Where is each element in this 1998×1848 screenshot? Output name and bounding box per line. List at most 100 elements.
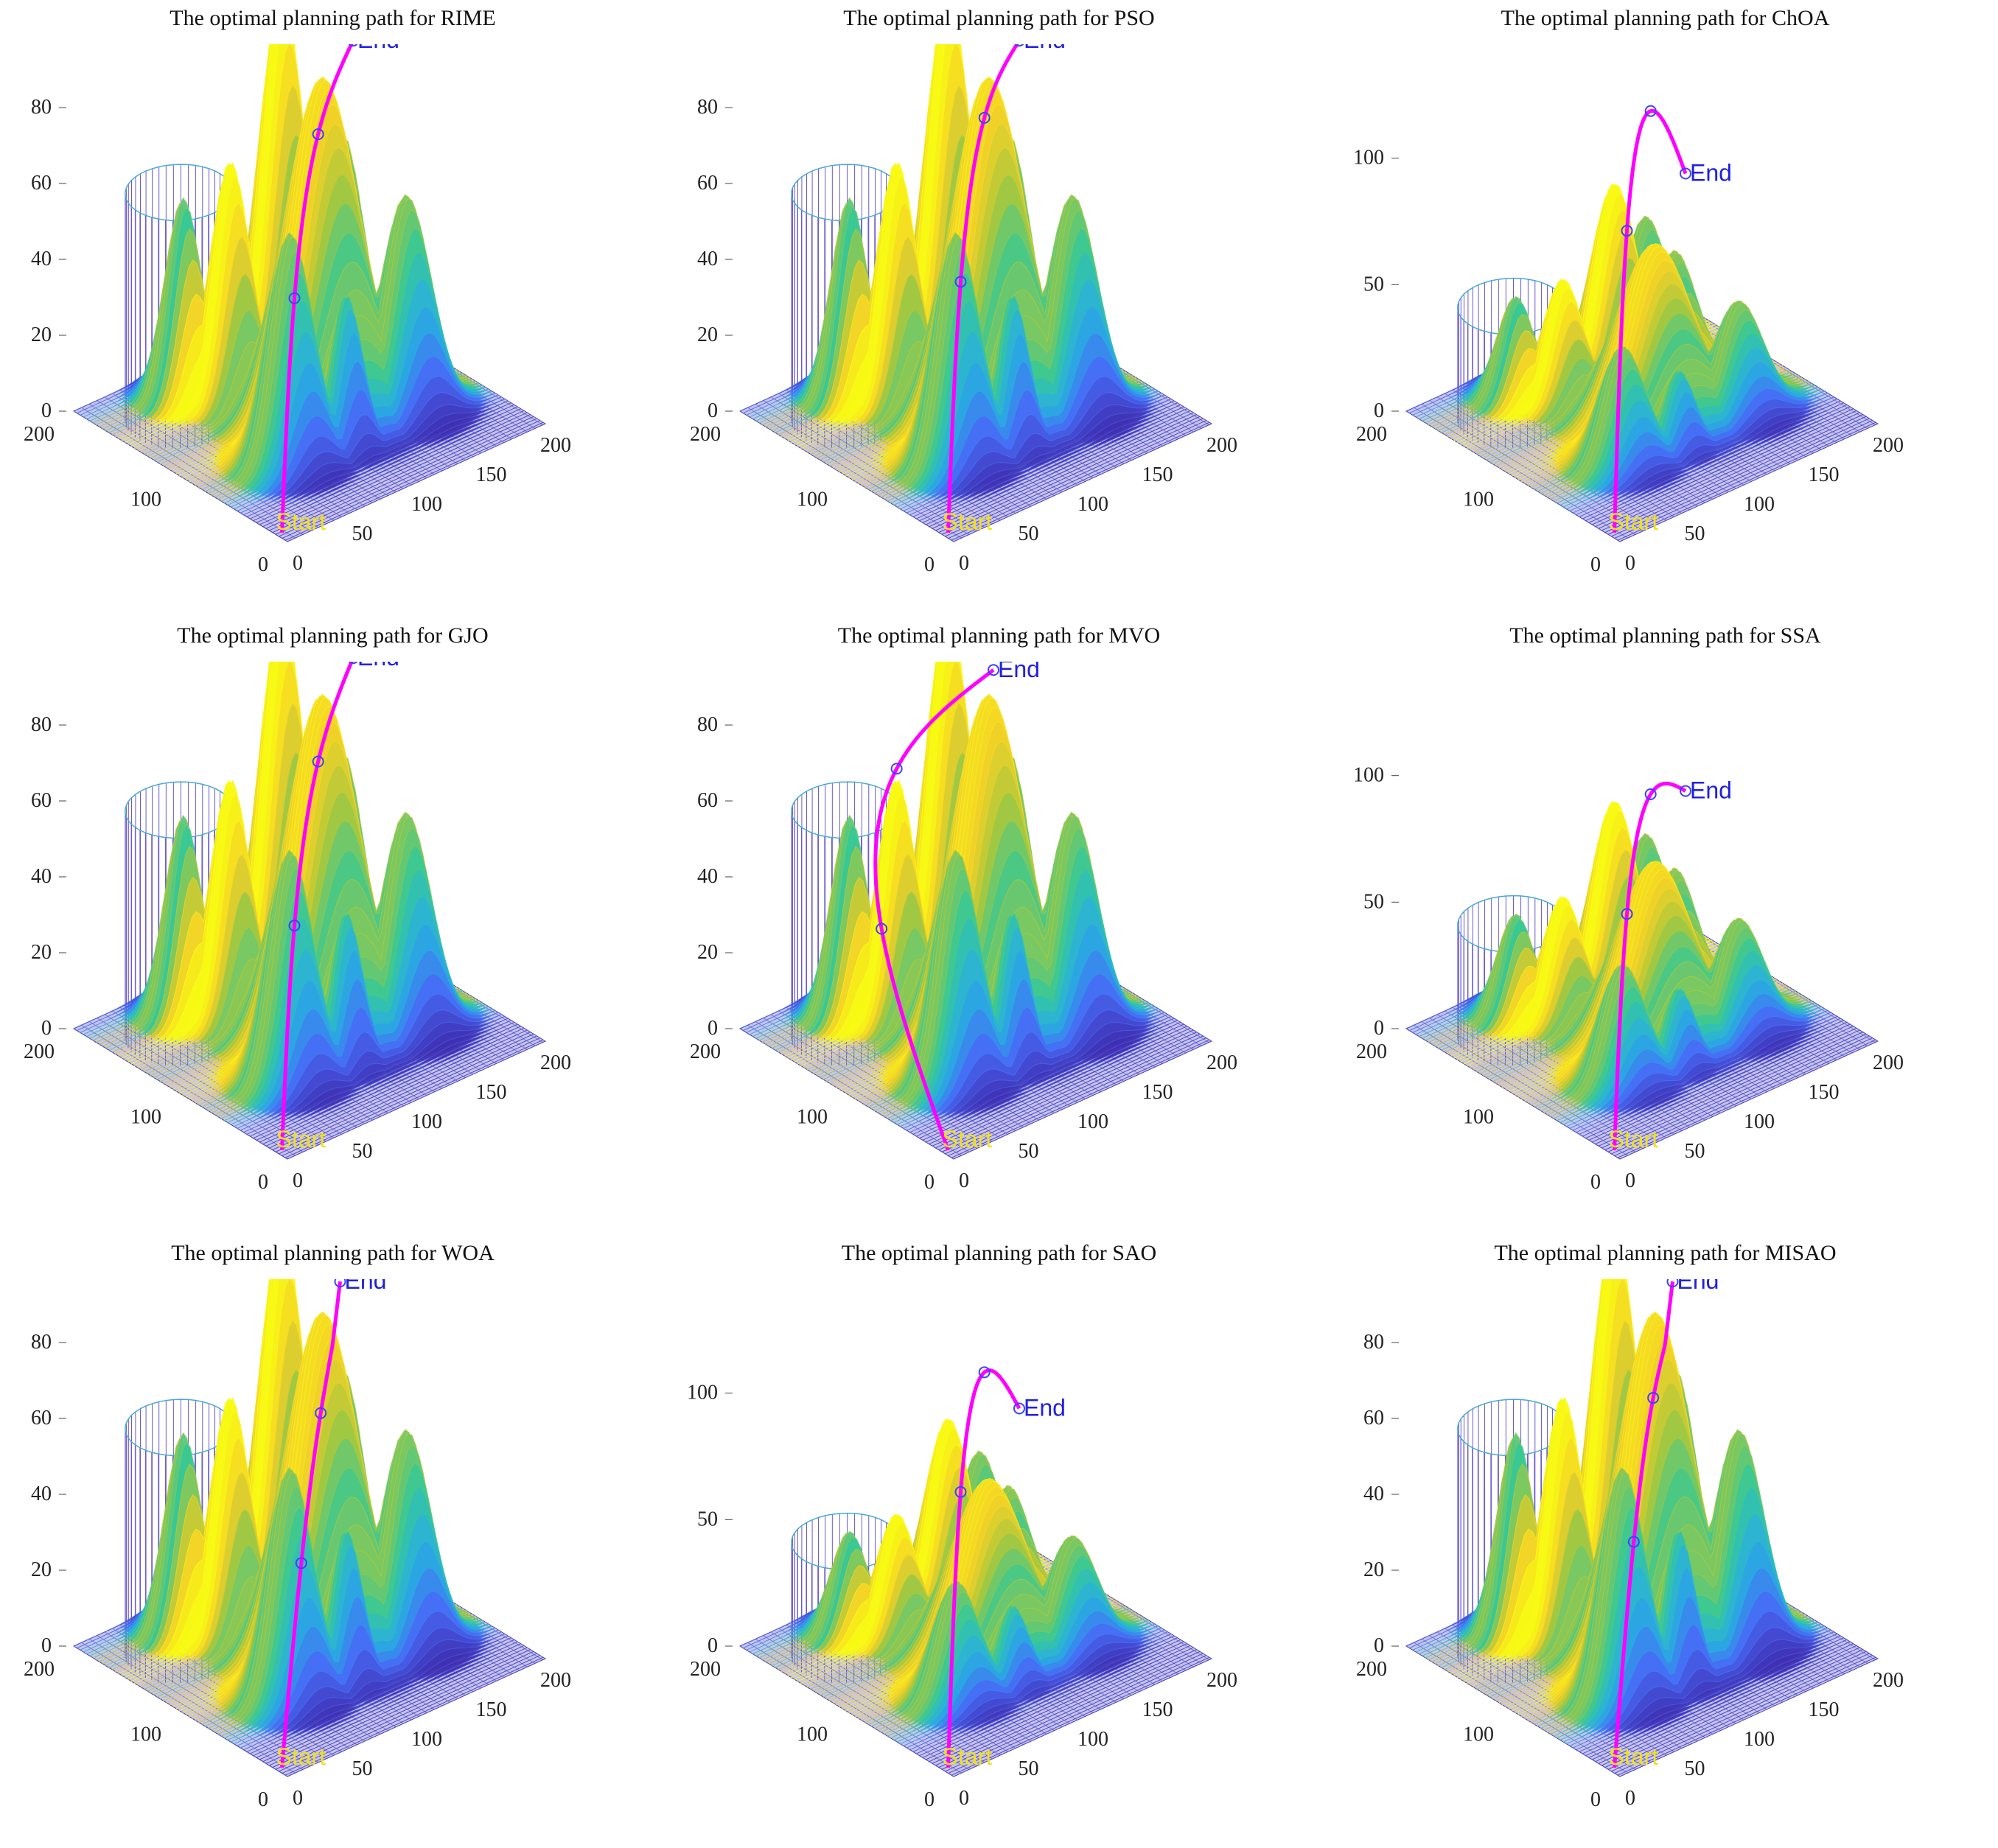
chart-title: The optimal planning path for SAO [841, 1241, 1157, 1265]
x-tick-label: 50 [1685, 1140, 1705, 1163]
z-tick-label: 60 [31, 1407, 52, 1429]
y-tick-label: 0 [258, 1788, 268, 1811]
surface-plot: StartEnd0501001500501001502000100200 [687, 1366, 1237, 1811]
chart-panel: The optimal planning path for MISAO Start… [1332, 1235, 1998, 1848]
path-line [1613, 108, 1688, 533]
axes: 0204060801000501001502000100200 [690, 713, 1237, 1194]
path-line [1613, 781, 1687, 1151]
x-tick-label: 100 [1077, 1728, 1108, 1751]
y-tick-label: 200 [690, 1040, 721, 1063]
planned-path: Start End [943, 1366, 1066, 1770]
planned-path: Start End [276, 44, 399, 535]
chart-title: The optimal planning path for PSO [843, 6, 1155, 30]
waypoint-marker [288, 920, 301, 932]
axes: 0501001500501001502000100200 [1353, 764, 1904, 1194]
x-tick-label: 200 [1206, 434, 1237, 457]
y-tick-label: 0 [924, 553, 935, 576]
chart-title: The optimal planning path for RIME [170, 6, 496, 30]
x-tick-label: 100 [1744, 493, 1775, 516]
z-tick-label: 0 [1374, 399, 1384, 422]
z-tick-label: 20 [31, 1558, 52, 1581]
x-tick-label: 200 [1873, 1051, 1904, 1074]
x-tick-label: 0 [1625, 552, 1635, 575]
x-tick-label: 50 [352, 1140, 373, 1163]
x-tick-label: 50 [1685, 1757, 1705, 1780]
y-tick-label: 100 [1463, 489, 1494, 511]
x-tick-label: 150 [1809, 1698, 1840, 1721]
surface-plot: StartEnd0204060801000501001502000100200 [24, 662, 571, 1194]
planned-path: Start End [1609, 105, 1732, 535]
x-tick-label: 50 [1019, 522, 1039, 545]
terrain-surface [1405, 183, 1876, 541]
planned-path: Start End [943, 44, 1066, 535]
x-tick-label: 150 [1142, 1081, 1173, 1104]
surface-plot: StartEnd0204060801000501001502000100200 [1356, 1279, 1904, 1811]
waypoint-marker [288, 292, 301, 304]
end-label: End [1690, 777, 1732, 803]
waypoint-marker [1013, 1402, 1025, 1415]
end-label: End [1024, 44, 1066, 53]
terrain-surface [739, 1418, 1210, 1776]
x-tick-label: 100 [1077, 493, 1108, 516]
y-tick-label: 0 [258, 1171, 268, 1194]
path-line [946, 44, 1019, 533]
z-tick-label: 20 [697, 941, 718, 964]
waypoint-marker [954, 276, 967, 288]
x-tick-label: 200 [1873, 434, 1904, 457]
waypoint-marker [1666, 1279, 1679, 1288]
z-tick-label: 60 [697, 789, 718, 812]
waypoint-marker [1647, 1392, 1660, 1404]
path-line [280, 662, 354, 1151]
chart-panel: The optimal planning path for WOA Start En… [0, 1235, 666, 1848]
y-tick-label: 100 [130, 1106, 161, 1129]
axes: 0204060801000501001502000100200 [1356, 1331, 1904, 1811]
z-tick-label: 100 [687, 1382, 718, 1404]
z-tick-label: 80 [1363, 1331, 1384, 1354]
start-label: Start [276, 1126, 326, 1152]
z-tick-label: 0 [41, 1017, 52, 1040]
end-label: End [345, 1279, 387, 1294]
chart-panel: The optimal planning path for PSO Start En… [666, 0, 1332, 613]
x-tick-label: 100 [1744, 1728, 1775, 1751]
x-tick-label: 50 [1685, 522, 1705, 545]
chart-title: The optimal planning path for GJO [177, 623, 489, 648]
x-tick-label: 200 [540, 1051, 571, 1074]
z-tick-label: 80 [31, 713, 52, 736]
axes: 0204060801000501001502000100200 [24, 96, 571, 576]
x-tick-label: 150 [476, 1081, 507, 1104]
chart-title: The optimal planning path for WOA [171, 1241, 495, 1265]
waypoint-marker [315, 1407, 327, 1419]
z-tick-label: 80 [31, 96, 52, 119]
y-tick-label: 0 [924, 1788, 935, 1811]
chart-panel: The optimal planning path for SSA Start En… [1332, 617, 1998, 1231]
z-tick-label: 0 [1374, 1017, 1384, 1040]
waypoint-marker [1644, 788, 1657, 800]
start-label: Start [276, 1743, 326, 1770]
y-tick-label: 100 [797, 1723, 828, 1746]
z-tick-label: 20 [1363, 1558, 1384, 1581]
x-tick-label: 150 [1142, 463, 1173, 486]
start-label: Start [943, 1743, 993, 1770]
axes: 0204060801000501001502000100200 [690, 96, 1237, 576]
x-tick-label: 0 [959, 1787, 969, 1810]
start-label: Start [276, 508, 326, 535]
waypoint-marker [1644, 105, 1657, 117]
z-tick-label: 0 [708, 399, 718, 422]
z-tick-label: 40 [31, 248, 52, 270]
x-tick-label: 200 [1206, 1051, 1237, 1074]
z-tick-label: 80 [697, 713, 718, 736]
x-tick-label: 0 [959, 1169, 969, 1192]
waypoint-marker [890, 763, 903, 775]
path-line [280, 44, 354, 533]
surface-plot: StartEnd0501001500501001502000100200 [1353, 105, 1904, 576]
axes: 0501001500501001502000100200 [687, 1382, 1237, 1811]
waypoint-marker [295, 1557, 307, 1569]
chart-title: The optimal planning path for MISAO [1494, 1241, 1837, 1265]
x-tick-label: 0 [293, 1787, 303, 1810]
x-tick-label: 0 [1625, 1787, 1635, 1810]
end-label: End [1024, 1394, 1066, 1421]
z-tick-label: 100 [1353, 764, 1384, 787]
path-line [946, 1368, 1021, 1768]
terrain-surface [1405, 800, 1876, 1158]
